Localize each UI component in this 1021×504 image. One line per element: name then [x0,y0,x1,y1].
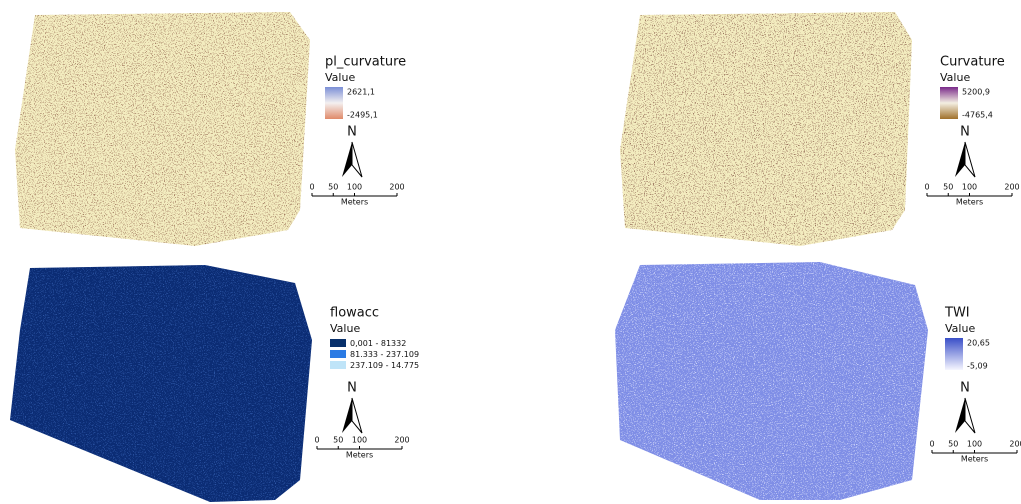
scale-label: 50 [328,183,338,192]
north-arrow-left [342,142,352,177]
legend-title: TWI [944,306,970,321]
legend-swatch [330,339,346,347]
legend-swatch [330,361,346,369]
scale-label: 100 [352,436,367,445]
legend-label: 237.109 - 14.775 [350,361,419,370]
scale-label: 200 [1009,440,1021,449]
scale-label: 0 [309,183,314,192]
legend-label: 2621,1 [347,88,375,97]
legend-value-heading: Value [940,71,970,84]
north-arrow-left [342,398,352,433]
legend-label: 20,65 [967,339,990,348]
north-label: N [960,125,970,140]
legend-label: 81.333 - 237.109 [350,350,419,359]
scale-unit: Meters [341,198,368,207]
scale-unit: Meters [346,451,373,460]
scale-label: 200 [394,436,409,445]
legend-value-heading: Value [945,322,975,335]
scale-unit: Meters [961,455,988,464]
north-label: N [347,125,357,140]
north-arrow-right [352,142,362,177]
scale-label: 50 [333,436,343,445]
legend-value-heading: Value [325,71,355,84]
legend-label: 5200,9 [962,88,990,97]
scale-label: 50 [943,183,953,192]
scale-label: 100 [962,183,977,192]
north-arrow-right [352,398,362,433]
legend-swatch [330,350,346,358]
north-arrow-left [955,142,965,177]
scale-unit: Meters [956,198,983,207]
scale-label: 100 [347,183,362,192]
scale-label: 0 [924,183,929,192]
legend-label: -2495,1 [347,111,378,120]
legend-label: -5,09 [967,362,988,371]
north-label: N [347,381,357,396]
north-arrow-right [965,398,975,433]
scale-label: 200 [1004,183,1019,192]
scale-label: 0 [929,440,934,449]
scale-label: 200 [389,183,404,192]
legend-label: 0,001 - 81332 [350,339,406,348]
legend-color-ramp [945,338,963,370]
legend-color-ramp [940,87,958,119]
north-arrow-left [955,398,965,433]
legend-title: flowacc [330,306,379,321]
scale-label: 100 [967,440,982,449]
legend-title: pl_curvature [325,55,406,70]
scale-label: 50 [948,440,958,449]
legend-value-heading: Value [330,322,360,335]
north-arrow-right [965,142,975,177]
scale-label: 0 [314,436,319,445]
north-label: N [960,381,970,396]
legend-label: -4765,4 [962,111,993,120]
legend-color-ramp [325,87,343,119]
legend-title: Curvature [940,55,1005,70]
map-figure: pl_curvatureValue2621,1-2495,1N050100200… [0,0,1021,504]
